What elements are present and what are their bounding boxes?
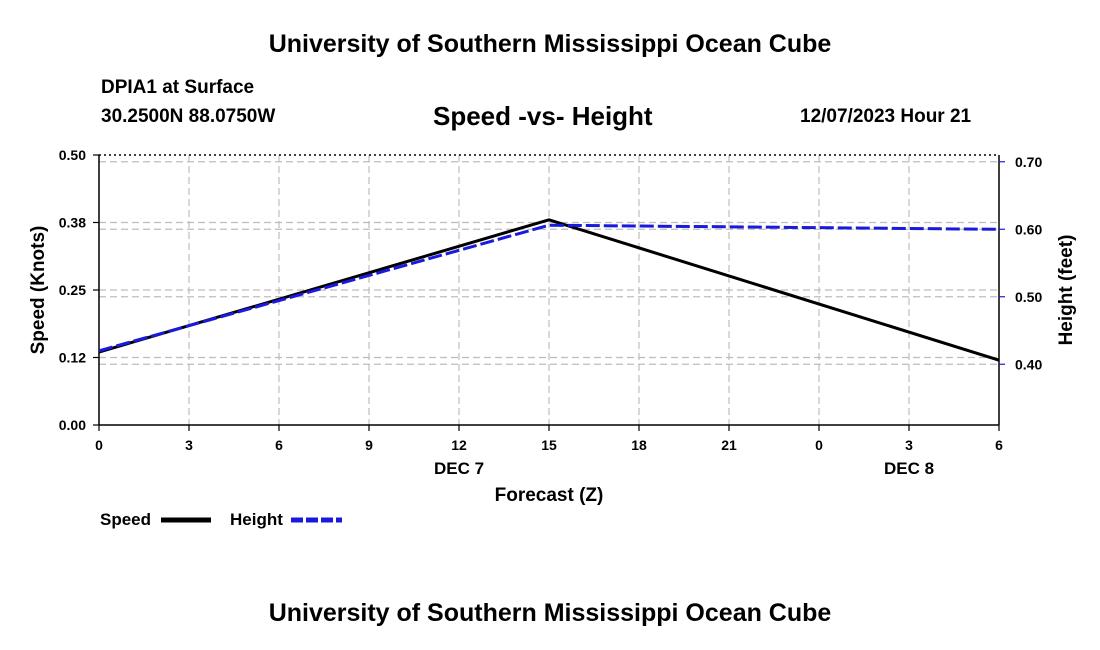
- x-tick-label: 12: [451, 437, 467, 453]
- chart-title: Speed -vs- Height: [433, 101, 653, 131]
- x-tick-label: 0: [95, 437, 103, 453]
- series-line-height: [98, 223, 1000, 353]
- x-tick-label: 15: [541, 437, 557, 453]
- footer-title: University of Southern Mississippi Ocean…: [268, 599, 832, 627]
- x-tick-label: 6: [275, 437, 283, 453]
- page-title: University of Southern Mississippi Ocean…: [268, 30, 832, 58]
- date-label: DEC 7: [434, 459, 484, 478]
- legend-label: Speed: [100, 510, 151, 529]
- y2-tick-label: 0.60: [1015, 221, 1042, 237]
- y-tick-label: 0.00: [59, 417, 86, 433]
- date-label: DEC 8: [884, 459, 934, 478]
- x-tick-label: 3: [185, 437, 193, 453]
- y-tick-label: 0.12: [59, 350, 86, 366]
- x-tick-label: 3: [905, 437, 913, 453]
- y2-tick-label: 0.50: [1015, 289, 1042, 305]
- x-tick-label: 9: [365, 437, 373, 453]
- x-tick-label: 6: [995, 437, 1003, 453]
- y-tick-label: 0.50: [59, 147, 86, 163]
- legend-label: Height: [230, 510, 283, 529]
- y-axis-label: Speed (Knots): [28, 226, 49, 355]
- x-tick-label: 21: [721, 437, 737, 453]
- station-coordinates: 30.2500N 88.0750W: [101, 106, 276, 127]
- x-axis-label: Forecast (Z): [495, 485, 604, 506]
- x-tick-label: 18: [631, 437, 647, 453]
- x-tick-label: 0: [815, 437, 823, 453]
- y2-axis-label: Height (feet): [1056, 235, 1077, 346]
- y2-tick-label: 0.70: [1015, 154, 1042, 170]
- y-tick-label: 0.25: [59, 282, 86, 298]
- y2-tick-label: 0.40: [1015, 356, 1042, 372]
- y-tick-label: 0.38: [59, 215, 86, 231]
- forecast-datetime: 12/07/2023 Hour 21: [800, 106, 972, 127]
- station-label: DPIA1 at Surface: [101, 77, 255, 98]
